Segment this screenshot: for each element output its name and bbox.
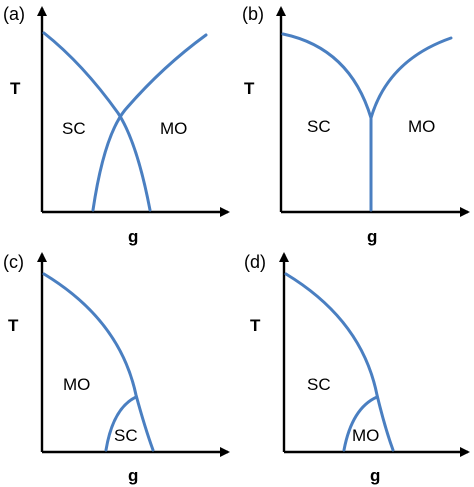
panel-c: (c) T g MO SC [3,252,230,485]
y-axis-label: T [10,79,21,98]
region-label-mo: MO [160,119,187,138]
region-label-mo: MO [63,375,90,394]
region-label-sc: SC [307,117,331,136]
phase-boundary-sc [42,31,152,212]
region-label-sc: SC [62,119,86,138]
panel-label: (c) [3,252,24,272]
panel-a: (a) T g SC MO [3,4,230,246]
phase-boundary-sc [284,272,395,452]
phase-boundary-mo [91,33,208,212]
panel-label: (a) [3,4,25,24]
region-label-sc: SC [307,375,331,394]
panel-d: (d) T g SC MO [244,252,470,485]
phase-boundary-mo [42,272,155,452]
y-axis-label: T [8,316,19,335]
panel-b: (b) T g SC MO [242,4,470,246]
phase-boundary-mo-dome [342,395,379,452]
region-label-mo: MO [352,426,379,445]
x-axis-label: g [128,227,138,246]
region-label-sc: SC [114,426,138,445]
phase-boundary-sc [281,32,373,120]
y-axis-label: T [250,316,261,335]
x-axis-label: g [367,227,377,246]
x-axis-label: g [128,466,138,485]
y-axis-label: T [244,79,255,98]
x-axis-label: g [370,466,380,485]
panel-label: (d) [244,252,266,272]
panel-label: (b) [242,4,264,24]
phase-boundary-mo [369,36,453,120]
phase-boundary-sc-dome [104,395,138,452]
region-label-mo: MO [408,117,435,136]
